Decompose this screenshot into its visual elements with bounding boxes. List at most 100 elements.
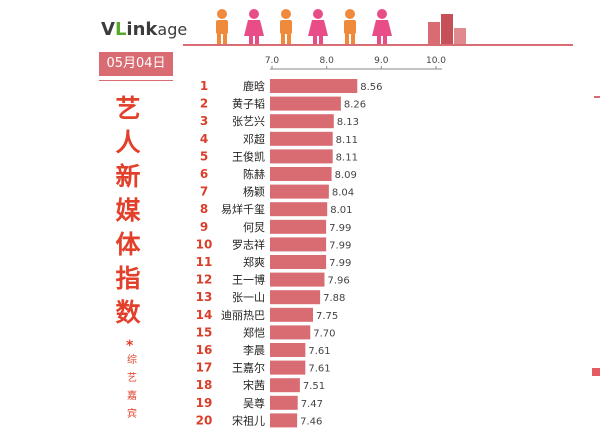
artist-name-label: 鹿晗 xyxy=(243,79,265,93)
person-female-icon xyxy=(372,9,392,45)
bar xyxy=(270,325,311,340)
side-subtitle-char: 艺 xyxy=(127,373,137,384)
rank-label: 3 xyxy=(200,114,208,128)
rank-label: 16 xyxy=(196,343,213,357)
brand-logo-v: V xyxy=(101,19,115,40)
x-tick-label: 10.0 xyxy=(426,56,446,66)
rank-label: 2 xyxy=(200,97,208,111)
rank-label: 8 xyxy=(200,202,208,216)
edge-mark xyxy=(592,368,600,376)
brand-logo: VLinkage xyxy=(101,19,187,40)
artist-name-label: 宋祖儿 xyxy=(232,413,265,427)
x-tick-label: 7.0 xyxy=(265,56,280,66)
artist-name-label: 郑爽 xyxy=(243,255,265,269)
bar xyxy=(270,237,327,252)
artist-name-label: 黄子韬 xyxy=(232,97,265,111)
rank-label: 12 xyxy=(196,273,213,287)
value-label: 7.96 xyxy=(327,276,349,287)
side-title-char: 指 xyxy=(115,264,141,293)
date-underline xyxy=(99,80,173,81)
bar xyxy=(270,202,328,217)
rank-label: 6 xyxy=(200,167,208,181)
person-female-icon xyxy=(244,9,264,45)
header-divider xyxy=(183,44,573,46)
artist-name-label: 迪丽热巴 xyxy=(221,309,265,322)
date-label: 05月04日 xyxy=(99,52,173,76)
side-title-char: 艺 xyxy=(115,94,141,123)
side-subtitle-char: 嘉 xyxy=(127,391,137,402)
value-label: 7.99 xyxy=(329,258,351,269)
side-title-char: 体 xyxy=(115,230,141,259)
artist-name-label: 李晨 xyxy=(243,343,265,357)
value-label: 7.75 xyxy=(316,311,338,322)
artist-name-label: 郑恺 xyxy=(243,325,265,339)
rank-label: 17 xyxy=(196,361,213,375)
bar xyxy=(270,167,332,181)
artist-name-label: 易烊千玺 xyxy=(221,202,265,216)
value-label: 8.13 xyxy=(337,117,359,128)
bar xyxy=(270,149,333,164)
artist-name-label: 王俊凯 xyxy=(232,149,265,163)
bar xyxy=(270,114,334,129)
artist-name-label: 何炅 xyxy=(243,221,265,234)
rank-label: 15 xyxy=(196,325,213,339)
bar xyxy=(270,131,333,146)
bar xyxy=(270,307,313,322)
rank-label: 5 xyxy=(200,149,208,163)
bar xyxy=(270,79,358,93)
value-label: 7.47 xyxy=(301,399,323,410)
side-title: 艺 人 新 媒 体 指 数 xyxy=(108,92,148,330)
bar xyxy=(270,395,298,410)
person-male-icon xyxy=(344,9,356,45)
bar xyxy=(270,290,321,305)
value-label: 7.61 xyxy=(308,364,330,375)
rank-label: 10 xyxy=(196,237,213,251)
bar xyxy=(270,343,306,357)
rank-label: 18 xyxy=(196,378,213,392)
artist-name-label: 王一博 xyxy=(232,274,265,287)
artist-name-label: 张一山 xyxy=(232,291,265,304)
bar xyxy=(270,184,329,199)
value-label: 8.56 xyxy=(360,82,382,93)
artist-name-label: 邓超 xyxy=(243,132,265,146)
person-male-icon xyxy=(216,9,228,45)
value-label: 8.09 xyxy=(335,170,357,181)
artist-name-label: 罗志祥 xyxy=(232,237,265,251)
bar xyxy=(270,96,341,111)
brand-logo-age: age xyxy=(157,20,188,39)
x-tick-label: 8.0 xyxy=(320,56,335,66)
artist-name-label: 陈赫 xyxy=(243,167,265,181)
side-title-char: 人 xyxy=(115,128,141,157)
value-label: 7.51 xyxy=(303,381,325,392)
rank-label: 4 xyxy=(200,132,208,146)
value-label: 8.11 xyxy=(336,135,358,146)
rank-label: 7 xyxy=(200,185,208,199)
side-title-char: 媒 xyxy=(115,196,141,225)
side-subtitle: 综 艺 嘉 宾 xyxy=(124,352,140,424)
bar xyxy=(270,360,306,375)
artist-name-label: 吴尊 xyxy=(243,396,265,410)
brand-logo-ink: ink xyxy=(126,19,158,40)
bar xyxy=(270,272,325,287)
value-label: 7.99 xyxy=(329,240,351,251)
artist-name-label: 张艺兴 xyxy=(232,115,265,128)
rank-label: 11 xyxy=(196,255,213,269)
value-label: 7.61 xyxy=(308,346,330,357)
artist-name-label: 杨颖 xyxy=(243,185,265,199)
decorative-number-graphic xyxy=(428,12,468,50)
bar xyxy=(270,413,298,428)
value-label: 8.04 xyxy=(332,188,354,199)
person-female-icon xyxy=(308,9,328,45)
bar xyxy=(270,219,327,234)
person-male-icon xyxy=(280,9,292,45)
artist-name-label: 宋茜 xyxy=(243,378,265,392)
value-label: 8.11 xyxy=(336,152,358,163)
value-label: 7.46 xyxy=(300,416,322,427)
people-icons xyxy=(210,8,410,52)
value-label: 8.01 xyxy=(330,205,352,216)
rank-label: 19 xyxy=(196,396,213,410)
value-label: 7.88 xyxy=(323,293,345,304)
value-label: 7.99 xyxy=(329,223,351,234)
rank-label: 14 xyxy=(196,308,213,322)
